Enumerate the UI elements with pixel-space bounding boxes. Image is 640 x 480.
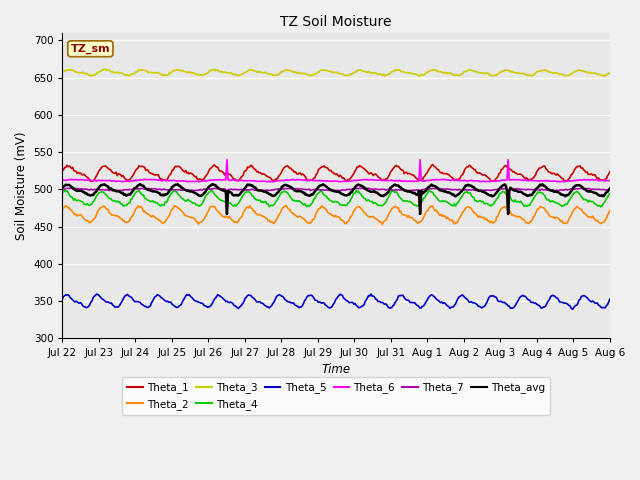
Theta_3	[392, 67, 400, 72]
Theta_3	[600, 73, 608, 79]
Theta_3	[606, 70, 614, 76]
Theta_6	[463, 178, 471, 184]
Line: Theta_avg: Theta_avg	[62, 184, 610, 214]
Theta_3	[291, 69, 298, 75]
Theta_3	[211, 66, 218, 72]
Theta_avg	[231, 192, 239, 198]
Text: TZ_sm: TZ_sm	[70, 44, 110, 54]
Theta_5	[462, 295, 470, 301]
Theta_3	[58, 69, 66, 75]
Theta_6	[367, 177, 375, 182]
Theta_7	[68, 185, 76, 191]
Theta_2	[378, 221, 386, 227]
Theta_4	[606, 191, 614, 197]
Line: Theta_3: Theta_3	[62, 69, 610, 76]
Theta_6	[292, 177, 300, 183]
Theta_6	[223, 157, 231, 163]
Theta_5	[365, 293, 372, 299]
Theta_3	[557, 71, 564, 77]
Theta_6	[58, 178, 66, 183]
Line: Theta_4: Theta_4	[62, 190, 610, 207]
Legend: Theta_1, Theta_2, Theta_3, Theta_4, Theta_5, Theta_6, Theta_7, Theta_avg: Theta_1, Theta_2, Theta_3, Theta_4, Thet…	[122, 377, 550, 415]
Theta_2	[606, 207, 614, 213]
Theta_avg	[223, 211, 231, 217]
Theta_7	[58, 186, 66, 192]
Title: TZ Soil Moisture: TZ Soil Moisture	[280, 15, 392, 29]
Theta_5	[229, 300, 237, 306]
Theta_7	[463, 187, 471, 193]
Theta_6	[394, 178, 401, 183]
Theta_5	[289, 300, 297, 306]
Theta_3	[230, 72, 237, 77]
Theta_5	[392, 298, 400, 304]
Theta_avg	[394, 182, 401, 188]
Theta_1	[392, 163, 400, 168]
Theta_5	[58, 296, 66, 302]
Theta_4	[58, 190, 66, 196]
Theta_4	[61, 187, 68, 193]
Theta_6	[606, 178, 614, 184]
Theta_1	[87, 179, 95, 184]
Theta_2	[282, 203, 290, 208]
Theta_1	[463, 164, 471, 170]
Theta_avg	[463, 182, 471, 188]
Theta_1	[366, 171, 374, 177]
Theta_7	[606, 187, 614, 192]
Theta_7	[367, 186, 375, 192]
Theta_1	[58, 168, 66, 174]
Theta_7	[558, 187, 566, 193]
Theta_2	[558, 217, 566, 223]
Line: Theta_2: Theta_2	[62, 205, 610, 224]
Theta_5	[367, 291, 375, 297]
Theta_2	[463, 204, 471, 210]
Theta_4	[366, 198, 374, 204]
Theta_avg	[292, 188, 300, 193]
Theta_1	[606, 168, 614, 174]
Theta_1	[291, 169, 298, 175]
Theta_4	[462, 190, 470, 195]
Theta_7	[292, 186, 300, 192]
Theta_7	[231, 186, 239, 192]
Theta_3	[366, 70, 374, 75]
Theta_4	[230, 203, 237, 209]
Theta_5	[606, 296, 614, 302]
Theta_4	[291, 198, 298, 204]
Theta_1	[230, 177, 237, 182]
Theta_5	[568, 306, 576, 312]
Theta_avg	[58, 185, 66, 191]
Line: Theta_6: Theta_6	[62, 160, 610, 182]
Theta_avg	[558, 192, 566, 197]
Theta_3	[462, 68, 470, 74]
Theta_6	[230, 177, 237, 183]
Theta_5	[557, 299, 564, 305]
X-axis label: Time: Time	[321, 363, 351, 376]
Theta_2	[58, 207, 66, 213]
Theta_4	[597, 204, 605, 210]
Theta_2	[394, 205, 401, 211]
Theta_2	[291, 212, 298, 217]
Theta_avg	[606, 186, 614, 192]
Line: Theta_1: Theta_1	[62, 165, 610, 181]
Theta_7	[223, 209, 231, 215]
Theta_1	[429, 162, 436, 168]
Theta_2	[366, 214, 374, 219]
Theta_4	[557, 203, 564, 208]
Theta_avg	[136, 181, 144, 187]
Theta_6	[266, 179, 274, 185]
Line: Theta_5: Theta_5	[62, 294, 610, 309]
Theta_4	[392, 189, 400, 195]
Line: Theta_7: Theta_7	[62, 188, 610, 212]
Theta_avg	[367, 189, 375, 195]
Theta_7	[394, 187, 401, 193]
Theta_1	[558, 175, 566, 181]
Theta_2	[229, 217, 237, 223]
Y-axis label: Soil Moisture (mV): Soil Moisture (mV)	[15, 132, 28, 240]
Theta_6	[558, 179, 566, 184]
